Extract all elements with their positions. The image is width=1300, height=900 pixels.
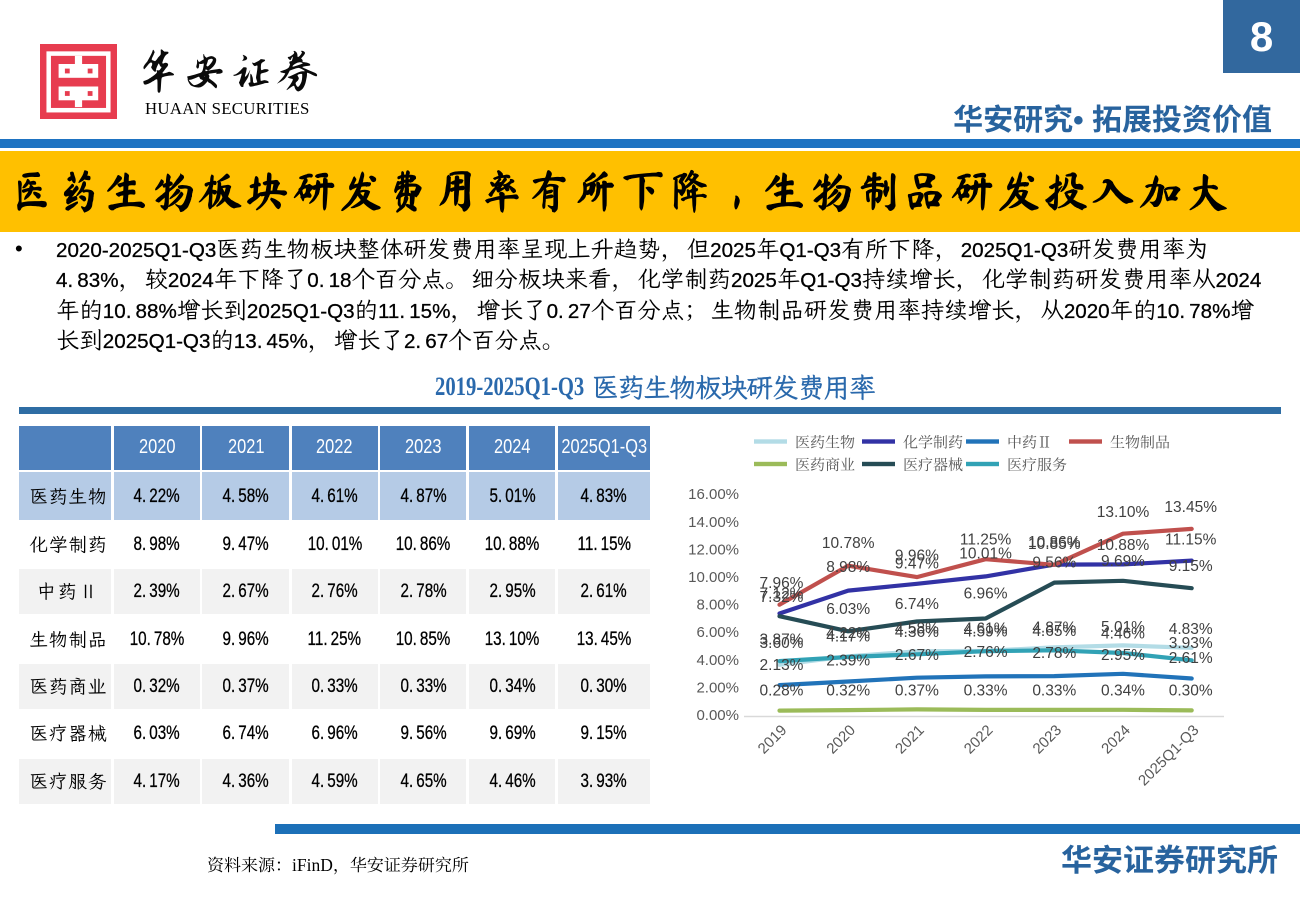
svg-text:医疗器械: 医疗器械 <box>903 454 963 475</box>
svg-text:2.95%: 2.95% <box>1101 647 1145 664</box>
svg-text:2.78%: 2.78% <box>1032 645 1076 662</box>
svg-text:4.36%: 4.36% <box>895 624 939 641</box>
svg-text:4.61%: 4.61% <box>964 621 1008 638</box>
svg-text:医药生物: 医药生物 <box>795 432 855 453</box>
svg-text:11.15%: 11.15% <box>1165 532 1217 549</box>
svg-text:0.28%: 0.28% <box>760 683 804 700</box>
svg-text:9.69%: 9.69% <box>1101 553 1145 570</box>
svg-text:化学制药: 化学制药 <box>903 432 963 453</box>
svg-text:2025Q1-Q3: 2025Q1-Q3 <box>1135 722 1202 789</box>
svg-text:2.67%: 2.67% <box>895 647 939 664</box>
svg-text:12.00%: 12.00% <box>688 541 739 558</box>
svg-text:0.34%: 0.34% <box>1101 683 1145 700</box>
svg-text:8.98%: 8.98% <box>826 559 870 576</box>
svg-text:9.47%: 9.47% <box>895 556 939 573</box>
svg-text:3.60%: 3.60% <box>760 635 804 652</box>
svg-text:4.46%: 4.46% <box>1101 626 1145 643</box>
svg-text:医疗服务: 医疗服务 <box>1007 454 1067 475</box>
svg-text:0.33%: 0.33% <box>1032 683 1076 700</box>
svg-text:0.33%: 0.33% <box>964 683 1008 700</box>
svg-text:2024: 2024 <box>1098 722 1134 758</box>
svg-text:生物制品: 生物制品 <box>1110 432 1170 453</box>
svg-text:3.93%: 3.93% <box>1169 635 1213 652</box>
svg-text:0.00%: 0.00% <box>696 707 739 724</box>
svg-text:10.85%: 10.85% <box>1028 536 1081 553</box>
svg-text:8.00%: 8.00% <box>696 597 739 614</box>
svg-text:9.56%: 9.56% <box>1032 555 1076 572</box>
svg-text:4.22%: 4.22% <box>826 625 870 642</box>
svg-text:9.15%: 9.15% <box>1169 558 1213 575</box>
svg-text:10.88%: 10.88% <box>1097 537 1150 554</box>
svg-text:4.00%: 4.00% <box>696 652 739 669</box>
svg-text:16.00%: 16.00% <box>688 486 739 503</box>
svg-text:2.39%: 2.39% <box>826 653 870 670</box>
svg-text:4.58%: 4.58% <box>895 621 939 638</box>
svg-text:4.59%: 4.59% <box>964 624 1008 641</box>
svg-text:医药商业: 医药商业 <box>795 454 855 475</box>
svg-text:2.13%: 2.13% <box>760 657 804 674</box>
svg-text:2023: 2023 <box>1030 722 1066 758</box>
svg-text:6.74%: 6.74% <box>895 596 939 613</box>
svg-text:2022: 2022 <box>961 722 997 758</box>
svg-text:4.87%: 4.87% <box>1032 620 1076 637</box>
svg-text:10.86%: 10.86% <box>1028 534 1081 551</box>
svg-text:0.32%: 0.32% <box>826 683 870 700</box>
svg-text:13.45%: 13.45% <box>1164 499 1217 516</box>
svg-text:3.87%: 3.87% <box>760 632 804 649</box>
svg-text:14.00%: 14.00% <box>688 514 739 531</box>
svg-text:6.96%: 6.96% <box>964 586 1008 603</box>
svg-text:中药Ⅱ: 中药Ⅱ <box>1007 432 1052 453</box>
svg-text:6.00%: 6.00% <box>696 624 739 641</box>
svg-text:2.00%: 2.00% <box>696 679 739 696</box>
svg-text:10.78%: 10.78% <box>822 535 875 552</box>
svg-text:5.01%: 5.01% <box>1101 619 1145 636</box>
svg-text:2.76%: 2.76% <box>964 644 1008 661</box>
svg-text:4.17%: 4.17% <box>826 629 870 646</box>
svg-text:2021: 2021 <box>892 722 928 758</box>
svg-text:10.01%: 10.01% <box>959 545 1012 562</box>
svg-text:7.32%: 7.32% <box>760 589 804 606</box>
svg-text:11.25%: 11.25% <box>960 532 1012 549</box>
svg-text:13.10%: 13.10% <box>1097 504 1150 521</box>
svg-text:6.03%: 6.03% <box>826 601 870 618</box>
svg-text:9.96%: 9.96% <box>895 547 939 564</box>
svg-text:0.30%: 0.30% <box>1169 683 1213 700</box>
svg-text:2020: 2020 <box>823 722 859 758</box>
svg-text:7.12%: 7.12% <box>760 586 804 603</box>
svg-text:2019: 2019 <box>755 722 791 758</box>
svg-text:7.96%: 7.96% <box>760 575 804 592</box>
svg-text:4.65%: 4.65% <box>1032 623 1076 640</box>
svg-text:10.00%: 10.00% <box>688 569 739 586</box>
svg-text:0.37%: 0.37% <box>895 683 939 700</box>
svg-text:2.61%: 2.61% <box>1169 650 1213 667</box>
svg-text:4.83%: 4.83% <box>1169 621 1213 638</box>
